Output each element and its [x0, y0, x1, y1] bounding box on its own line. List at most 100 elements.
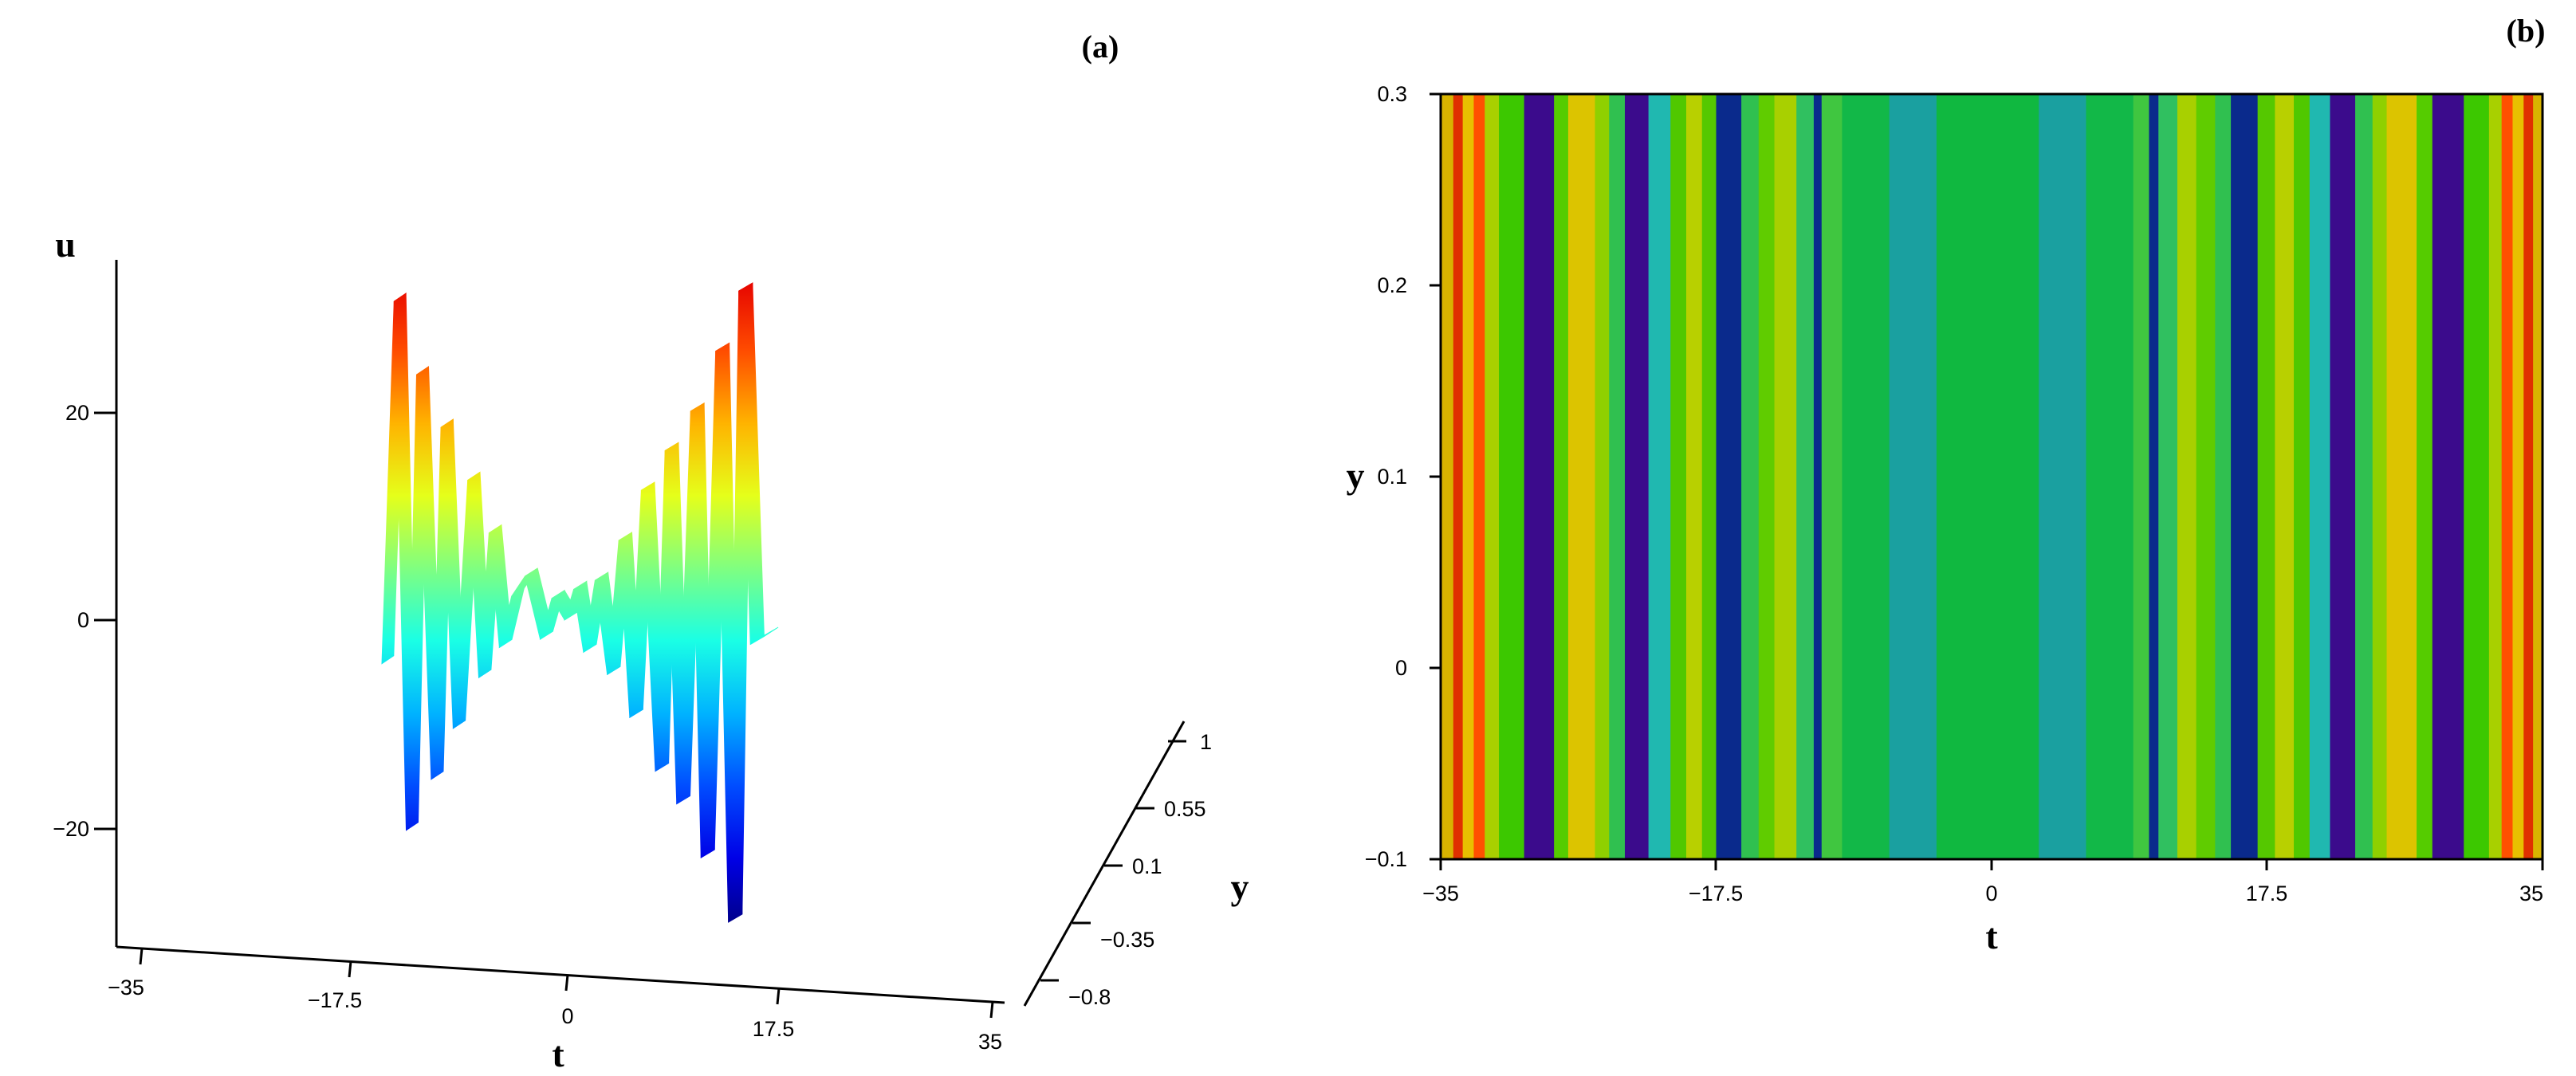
- b-y-tick-label: 0.2: [1377, 273, 1407, 297]
- heatmap-band: [1485, 94, 1500, 859]
- heatmap-band: [2215, 94, 2232, 859]
- t-tick-mark: [348, 960, 352, 978]
- heatmap-band: [2149, 94, 2159, 859]
- heatmap-band: [1567, 94, 1596, 859]
- b-x-tick-label: −17.5: [1689, 882, 1743, 905]
- t-axis-ticks: −35 −17.5 0 17.5 35: [108, 948, 1002, 1054]
- b-x-tick-label: −35: [1422, 882, 1459, 905]
- heatmap-band: [1648, 94, 1671, 859]
- u-tick-label: 0: [77, 608, 89, 632]
- heatmap-band: [2158, 94, 2178, 859]
- t-tick-label: −35: [108, 976, 144, 999]
- heatmap-band: [2432, 94, 2464, 859]
- heatmap-band: [2523, 94, 2534, 859]
- t-tick-label: −17.5: [308, 988, 362, 1012]
- t-tick-label: 0: [561, 1004, 573, 1028]
- y-tick-label: 0.55: [1164, 797, 1206, 821]
- heatmap-band: [2177, 94, 2197, 859]
- b-x-axis-label: t: [1985, 916, 1998, 956]
- heatmap-band: [1453, 94, 1464, 859]
- heatmap-band: [1889, 94, 1937, 859]
- t-tick-mark: [139, 948, 144, 965]
- heatmap-band: [2294, 94, 2311, 859]
- heatmap-band: [2086, 94, 2134, 859]
- heatmap-band: [2257, 94, 2275, 859]
- b-y-tick-label: 0.1: [1377, 465, 1407, 489]
- heatmap-band: [1473, 94, 1485, 859]
- u-axis-ticks: 20 0 −20: [53, 401, 116, 841]
- heatmap-band: [2533, 94, 2543, 859]
- b-y-tick-label: −0.1: [1365, 847, 1407, 871]
- heatmap-band: [1670, 94, 1687, 859]
- heatmap-band: [1936, 94, 2039, 859]
- heatmap-band: [1499, 94, 1525, 859]
- t-axis-line: [116, 945, 1005, 1004]
- heatmap-band: [2386, 94, 2417, 859]
- heatmap-band: [1554, 94, 1569, 859]
- heatmap-band: [1842, 94, 1890, 859]
- t-axis-label: t: [552, 1034, 564, 1074]
- heatmap-band: [2464, 94, 2490, 859]
- heatmap-band: [2231, 94, 2259, 859]
- heatmap-band: [1758, 94, 1776, 859]
- heatmap-band: [2417, 94, 2433, 859]
- heatmap-band: [2355, 94, 2373, 859]
- heatmap-band: [1821, 94, 1843, 859]
- u-tick-label: 20: [65, 401, 89, 425]
- t-tick-mark: [776, 988, 781, 1005]
- heatmap-band: [1524, 94, 1555, 859]
- heatmap-band: [1609, 94, 1626, 859]
- heatmap-band: [2039, 94, 2087, 859]
- heatmap-band: [2275, 94, 2295, 859]
- heatmap-band: [2372, 94, 2388, 859]
- t-tick-label: 35: [978, 1030, 1002, 1054]
- heatmap-band: [1462, 94, 1475, 859]
- heatmap-band: [1796, 94, 1815, 859]
- heatmap-band: [2196, 94, 2216, 859]
- heatmap-band: [1441, 94, 1454, 859]
- y-axis-label: y: [1231, 866, 1249, 907]
- panel-label-a: (a): [1082, 29, 1119, 65]
- heatmap-panel: (b) 0.3 0.2 0.1 0 −0.1 y −35 −17.5 0 17.…: [1347, 13, 2546, 956]
- u-axis-label: u: [55, 224, 76, 265]
- u-tick-label: −20: [53, 817, 89, 841]
- y-tick-label: 1: [1200, 730, 1212, 754]
- heatmap-bands: [1441, 94, 2543, 859]
- t-tick-mark: [564, 974, 569, 992]
- y-tick-label: −0.35: [1100, 928, 1154, 952]
- heatmap-band: [1624, 94, 1650, 859]
- heatmap-band: [2512, 94, 2524, 859]
- heatmap-band: [2501, 94, 2514, 859]
- b-x-tick-label: 17.5: [2246, 882, 2288, 905]
- heatmap-band: [2330, 94, 2356, 859]
- heatmap-band: [2309, 94, 2331, 859]
- heatmap-band: [2133, 94, 2150, 859]
- heatmap-band: [2488, 94, 2503, 859]
- surface-panel: (a) 20 0 −20 u −35 −17.5 0 17.5 35: [53, 29, 1249, 1074]
- surface-plot: [381, 282, 779, 923]
- heatmap-band: [1595, 94, 1610, 859]
- t-tick-label: 17.5: [753, 1017, 795, 1041]
- b-y-axis-label: y: [1347, 455, 1365, 496]
- heatmap-band: [1701, 94, 1717, 859]
- y-axis-line: [1023, 721, 1186, 1007]
- panel-label-b: (b): [2507, 13, 2546, 49]
- surface-segment: [749, 626, 779, 645]
- heatmap-band: [1741, 94, 1760, 859]
- b-y-tick-label: 0: [1395, 656, 1407, 680]
- t-tick-mark: [989, 1001, 994, 1019]
- heatmap-band: [1774, 94, 1797, 859]
- b-x-tick-label: 0: [1985, 882, 1997, 905]
- heatmap-band: [1685, 94, 1703, 859]
- heatmap-band: [1716, 94, 1742, 859]
- b-y-ticks: 0.3 0.2 0.1 0 −0.1: [1365, 82, 1441, 871]
- b-x-ticks: −35 −17.5 0 17.5 35: [1422, 859, 2544, 905]
- b-x-tick-label: 35: [2519, 882, 2543, 905]
- y-tick-label: 0.1: [1132, 854, 1162, 878]
- heatmap-band: [1813, 94, 1823, 859]
- y-tick-label: −0.8: [1068, 985, 1111, 1009]
- b-y-tick-label: 0.3: [1377, 82, 1407, 106]
- y-axis-ticks: −0.8 −0.35 0.1 0.55 1: [1040, 730, 1212, 1009]
